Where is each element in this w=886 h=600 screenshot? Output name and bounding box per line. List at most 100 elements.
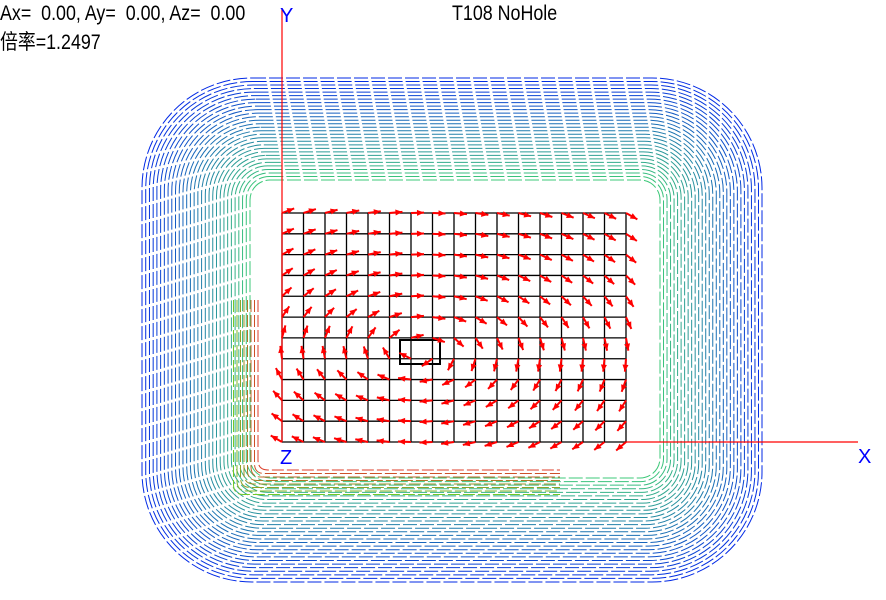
contour-line (223, 154, 686, 504)
vector-arrow-head (292, 414, 301, 421)
vector-arrow-head (542, 297, 551, 305)
contour-line (201, 133, 707, 526)
vector-arrow-head (324, 325, 330, 334)
contour-line (250, 300, 560, 478)
vector-arrow-head (520, 319, 528, 327)
vector-arrow-head (441, 398, 449, 405)
vector-arrow-head (502, 211, 510, 218)
vector-arrow-head (438, 210, 446, 217)
vector-arrow-head (627, 299, 634, 307)
contour-line (227, 158, 682, 501)
contour-line (249, 179, 661, 479)
contour-line (254, 300, 560, 474)
vector-arrow-head (551, 422, 559, 430)
vector-arrow-head (278, 345, 285, 354)
vector-arrow-head (349, 309, 357, 316)
vector-arrow-head (583, 320, 590, 329)
vector-arrow-head (346, 326, 353, 334)
vector-arrow-head (337, 370, 345, 378)
vector-arrow-head (541, 319, 548, 328)
vector-arrow-head (313, 415, 322, 422)
vector-arrow-head (398, 375, 406, 382)
vector-arrow-head (459, 231, 467, 238)
y-axis-label: Y (280, 5, 293, 27)
vector-arrow-head (572, 442, 580, 450)
vector-arrow-head (543, 275, 552, 283)
vector-arrow-head (564, 276, 573, 283)
vector-arrow-head (501, 274, 510, 281)
vector-arrow-head (480, 274, 489, 280)
contour-lines (141, 77, 763, 583)
vector-arrow-head (529, 421, 537, 429)
vector-arrow-head (416, 230, 424, 237)
vector-arrow-head (441, 439, 449, 446)
vector-arrow-head (320, 345, 327, 354)
vector-arrow-head (306, 288, 314, 295)
vector-arrow-head (607, 255, 616, 263)
contour-line (257, 300, 560, 471)
vector-arrow-head (585, 276, 594, 284)
vector-arrow-head (302, 325, 309, 334)
vector-arrow-head (616, 443, 624, 451)
vector-arrow-head (329, 249, 338, 256)
vector-arrow-head (538, 342, 545, 351)
contour-line (152, 88, 752, 572)
contour-line (148, 84, 756, 576)
vector-arrow-head (438, 231, 446, 238)
vector-arrow-head (330, 208, 338, 215)
vector-arrow-head (351, 208, 360, 215)
contour-line (186, 119, 721, 540)
vector-arrow-head (608, 234, 616, 241)
contour-line (141, 77, 763, 583)
vector-arrow-head (373, 250, 381, 257)
vector-arrow-head (619, 403, 626, 412)
vector-arrow-head (608, 212, 617, 219)
vector-arrow-head (562, 320, 569, 328)
contour-line (145, 81, 759, 579)
vector-arrow-head (536, 364, 543, 372)
vector-arrow-head (544, 254, 552, 261)
vector-arrow-head (628, 256, 637, 263)
vector-arrow-head (480, 295, 488, 302)
vector-arrow-head (577, 383, 584, 392)
vector-arrow-head (334, 437, 342, 444)
vector-arrow-head (372, 291, 381, 298)
vector-arrow-head (398, 396, 406, 403)
vector-arrow-head (557, 364, 564, 372)
vector-arrow-head (376, 417, 385, 424)
vector-arrow-head (441, 419, 449, 426)
vector-arrow-head (395, 209, 403, 216)
vector-arrow-head (502, 232, 510, 239)
vector-arrow-head (351, 229, 360, 236)
scale-info: 倍率=1.2497 (0, 31, 101, 54)
z-axis-label: Z (280, 447, 292, 469)
vector-arrow-head (605, 299, 613, 307)
hole-mark (399, 339, 441, 365)
contour-line (238, 168, 672, 490)
vector-arrow-head (395, 250, 403, 257)
vector-arrow-head (334, 416, 343, 422)
vector-arrow-head (373, 271, 381, 277)
vector-arrow-head (442, 379, 450, 386)
vector-field (270, 207, 638, 452)
contour-line (215, 147, 693, 511)
vector-arrow-head (328, 289, 336, 296)
contour-line (247, 300, 560, 481)
model-area (262, 192, 648, 466)
vector-arrow-head (465, 380, 473, 388)
vector-arrow-head (528, 442, 536, 448)
x-axis-label: X (858, 446, 871, 468)
vector-arrow-head (373, 209, 381, 216)
vector-arrow-head (488, 381, 496, 389)
vector-arrow-head (456, 339, 464, 347)
vector-arrow-head (458, 316, 467, 322)
vector-arrow-head (566, 212, 574, 218)
contour-line (189, 123, 717, 536)
vector-arrow-head (463, 420, 471, 426)
vector-arrow-head (599, 384, 606, 392)
vector-arrow-head (350, 290, 359, 297)
vector-arrow-head (355, 437, 363, 444)
contour-line (240, 300, 560, 488)
vector-arrow-head (357, 372, 365, 379)
